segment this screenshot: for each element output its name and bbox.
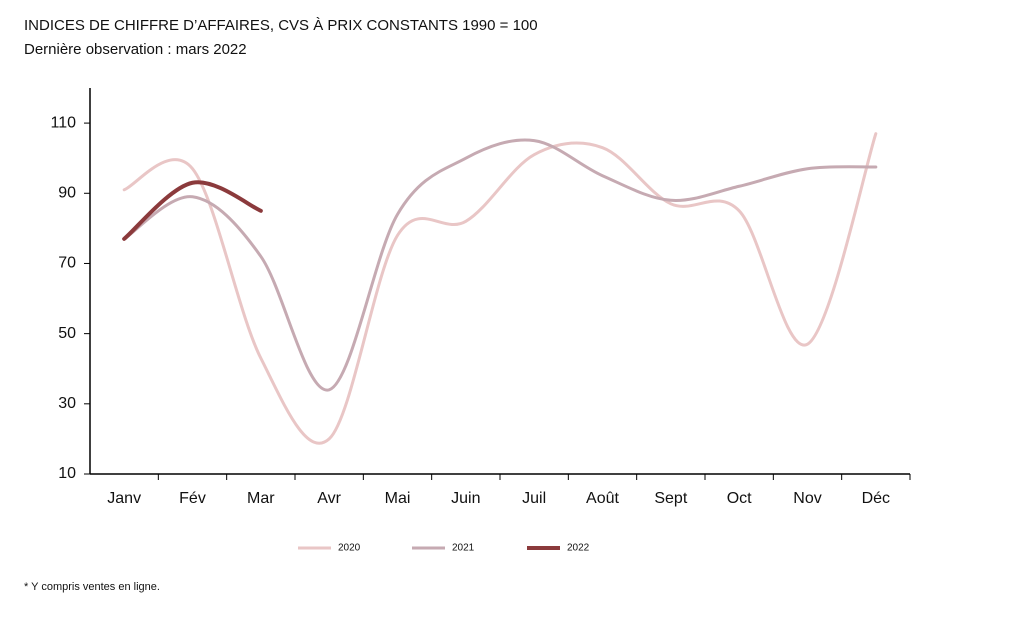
- x-tick-label: Déc: [862, 490, 890, 507]
- legend-label: 2022: [567, 543, 590, 554]
- y-tick-label: 90: [58, 184, 76, 201]
- y-tick-label: 10: [58, 465, 76, 482]
- x-tick-label: Oct: [727, 490, 752, 507]
- y-tick-label: 30: [58, 395, 76, 412]
- y-tick-label: 70: [58, 255, 76, 272]
- x-tick-label: Janv: [107, 490, 141, 507]
- legend-label: 2020: [338, 543, 361, 554]
- x-tick-label: Mai: [385, 490, 411, 507]
- x-tick-label: Mar: [247, 490, 275, 507]
- x-tick-label: Juil: [522, 490, 546, 507]
- line-series: [122, 132, 878, 445]
- legend-label: 2021: [452, 543, 475, 554]
- line-series: [122, 180, 263, 241]
- y-tick-label: 50: [58, 325, 76, 342]
- x-tick-label: Fév: [179, 490, 206, 507]
- chart-subtitle: Dernière observation : mars 2022: [24, 41, 247, 58]
- x-tick-label: Avr: [317, 490, 341, 507]
- x-tick-label: Juin: [451, 490, 480, 507]
- x-tick-label: Nov: [793, 490, 821, 507]
- footnote: * Y compris ventes en ligne.: [24, 581, 160, 593]
- y-tick-label: 110: [50, 114, 76, 131]
- x-tick-label: Sept: [654, 490, 687, 507]
- chart-title: INDICES DE CHIFFRE D’AFFAIRES, CVS À PRI…: [24, 17, 538, 34]
- x-tick-label: Août: [586, 490, 619, 507]
- line-series: [122, 138, 878, 392]
